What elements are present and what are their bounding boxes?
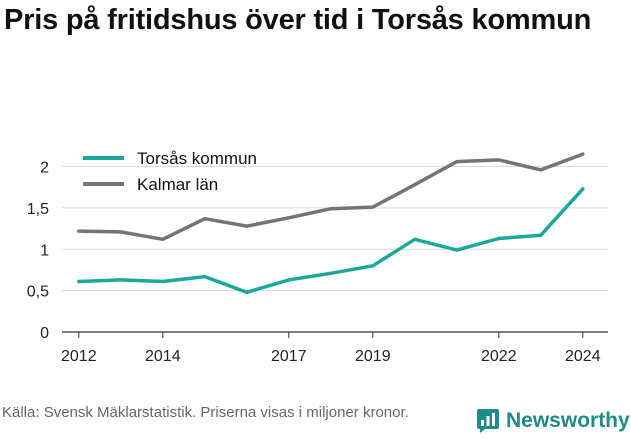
legend-label: Torsås kommun	[137, 149, 257, 168]
x-tick-label: 2022	[481, 348, 517, 365]
source-note: Källa: Svensk Mäklarstatistik. Priserna …	[2, 404, 409, 421]
series-lines	[77, 152, 585, 295]
chart-title: Pris på fritidshus över tid i Torsås kom…	[4, 4, 592, 36]
series-line	[77, 152, 585, 242]
y-tick-label: 0	[40, 325, 49, 342]
x-tick-label: 2017	[271, 348, 307, 365]
x-axis-tick-labels: 2012 2014 2017 2019 2022 2024	[61, 348, 601, 365]
series-line	[77, 187, 585, 295]
y-tick-label: 0,5	[27, 284, 49, 301]
y-tick-label: 2	[40, 160, 49, 177]
x-tick-label: 2024	[565, 348, 601, 365]
y-tick-label: 1	[40, 242, 49, 259]
brand-name: Newsworthy	[506, 409, 630, 432]
legend-label: Kalmar län	[137, 175, 218, 194]
newsworthy-logo: Newsworthy	[476, 408, 630, 434]
legend: Torsås kommun Kalmar län	[83, 149, 257, 194]
x-tick-label: 2019	[355, 348, 391, 365]
newsworthy-chart-icon	[477, 409, 499, 433]
y-tick-label: 1,5	[27, 201, 49, 218]
x-axis	[62, 331, 608, 338]
x-tick-label: 2012	[61, 348, 97, 365]
x-tick-label: 2014	[145, 348, 181, 365]
y-axis-tick-labels: 0 0,5 1 1,5 2	[27, 160, 49, 342]
